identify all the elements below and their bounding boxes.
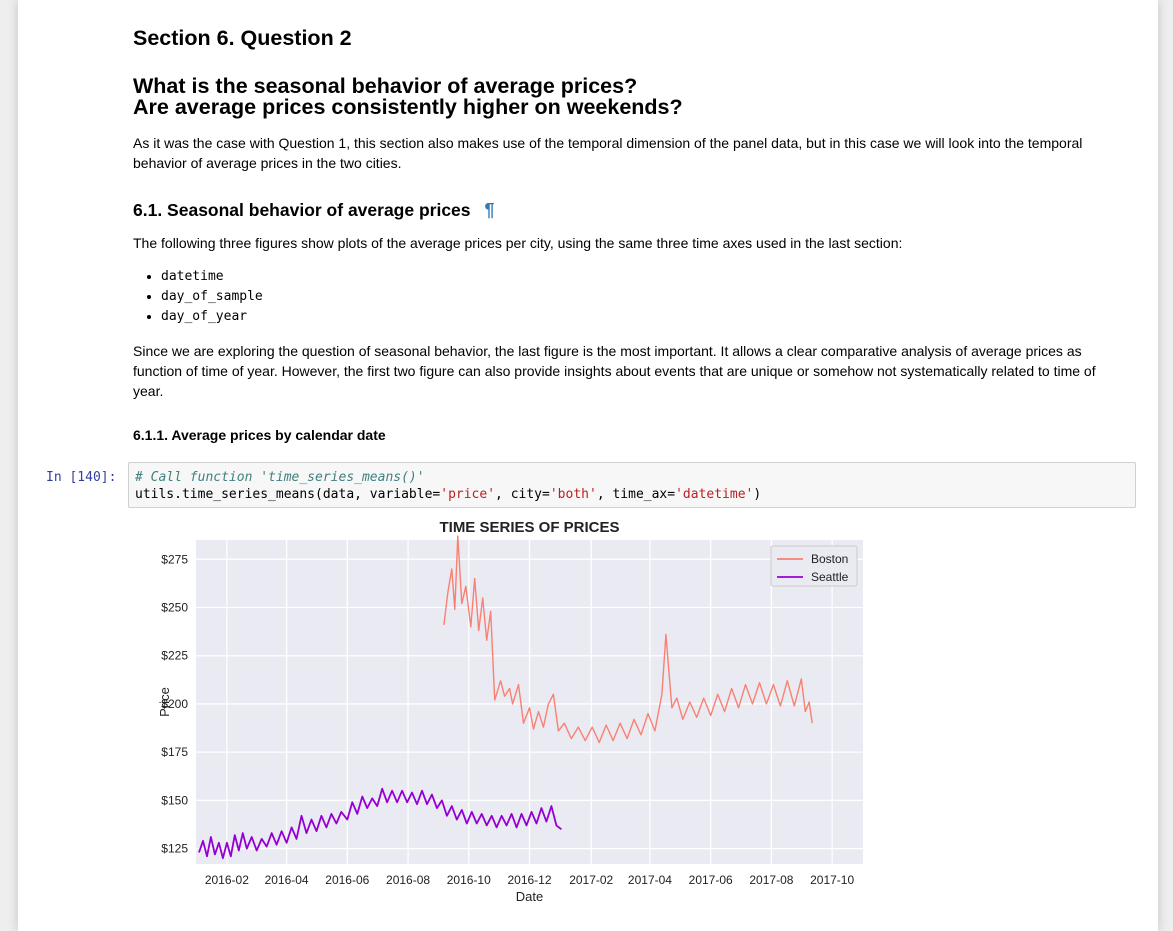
y-tick-label: $225	[161, 649, 188, 663]
x-tick-label: 2017-08	[749, 873, 793, 887]
intro-paragraph: As it was the case with Question 1, this…	[133, 133, 1123, 173]
code-text: , time_ax=	[596, 487, 676, 502]
section-title: Section 6. Question 2	[133, 26, 352, 50]
list-item: day_of_sample	[161, 287, 263, 307]
x-tick-label: 2017-06	[689, 873, 733, 887]
anchor-link-icon[interactable]: ¶	[484, 200, 495, 220]
list-item: datetime	[161, 267, 263, 287]
series-line-boston	[443, 535, 813, 744]
x-tick-label: 2016-04	[265, 873, 309, 887]
code-comment: # Call function 'time_series_means()'	[135, 470, 425, 485]
x-tick-label: 2016-12	[507, 873, 551, 887]
y-tick-label: $250	[161, 601, 188, 615]
x-tick-label: 2016-08	[386, 873, 430, 887]
y-tick-label: $200	[161, 697, 188, 711]
explain-line: function of time of year. However, the f…	[133, 363, 1096, 379]
code-text: , city=	[495, 487, 550, 502]
code-string: 'datetime'	[675, 487, 754, 502]
figures-intro-text: The following three figures show plots o…	[133, 235, 903, 251]
x-axis-label: Date	[516, 889, 543, 904]
y-tick-label: $150	[161, 793, 188, 807]
subsection-title-text: 6.1. Seasonal behavior of average prices	[133, 200, 471, 220]
intro-line: behavior of average prices in the two ci…	[133, 155, 402, 171]
x-tick-label: 2017-04	[628, 873, 672, 887]
x-tick-label: 2016-10	[447, 873, 491, 887]
series-line-seattle	[198, 787, 562, 860]
code-text: )	[753, 487, 762, 502]
code-text: utils.time_series_means(data, variable=	[135, 487, 441, 502]
time-axes-list: datetime day_of_sample day_of_year	[133, 267, 263, 327]
code-cell[interactable]: # Call function 'time_series_means()' ut…	[128, 462, 1136, 508]
legend-box	[770, 545, 858, 587]
chart-title: TIME SERIES OF PRICES	[439, 519, 619, 536]
notebook-page: Section 6. Question 2 What is the season…	[18, 0, 1158, 931]
explain-line: year.	[133, 383, 164, 399]
y-tick-label: $275	[161, 552, 188, 566]
explain-paragraph: Since we are exploring the question of s…	[133, 341, 1123, 401]
subsubsection-title: 6.1.1. Average prices by calendar date	[133, 427, 386, 443]
y-axis-label: Price	[157, 687, 172, 717]
question-line: Are average prices consistently higher o…	[133, 95, 683, 119]
x-tick-label: 2017-02	[569, 873, 613, 887]
cell-prompt: In [140]:	[46, 470, 117, 485]
subsection-title: 6.1. Seasonal behavior of average prices…	[133, 200, 495, 221]
code-string: 'both'	[549, 487, 597, 502]
figures-intro-paragraph: The following three figures show plots o…	[133, 233, 1123, 253]
y-tick-label: $125	[161, 842, 188, 856]
time-series-chart: TIME SERIES OF PRICES 2016-02 2016-04 2016-…	[157, 519, 863, 904]
question-line: What is the seasonal behavior of average…	[133, 74, 638, 98]
code-string: 'price'	[440, 487, 496, 502]
y-tick-label: $175	[161, 745, 188, 759]
legend-label: Seattle	[811, 570, 849, 584]
legend-label: Boston	[811, 552, 848, 566]
x-tick-label: 2016-02	[205, 873, 249, 887]
list-item: day_of_year	[161, 307, 263, 327]
intro-line: As it was the case with Question 1, this…	[133, 135, 1083, 151]
question-heading: What is the seasonal behavior of average…	[133, 74, 683, 119]
explain-line: Since we are exploring the question of s…	[133, 343, 1082, 359]
x-tick-label: 2016-06	[325, 873, 369, 887]
x-tick-label: 2017-10	[810, 873, 854, 887]
